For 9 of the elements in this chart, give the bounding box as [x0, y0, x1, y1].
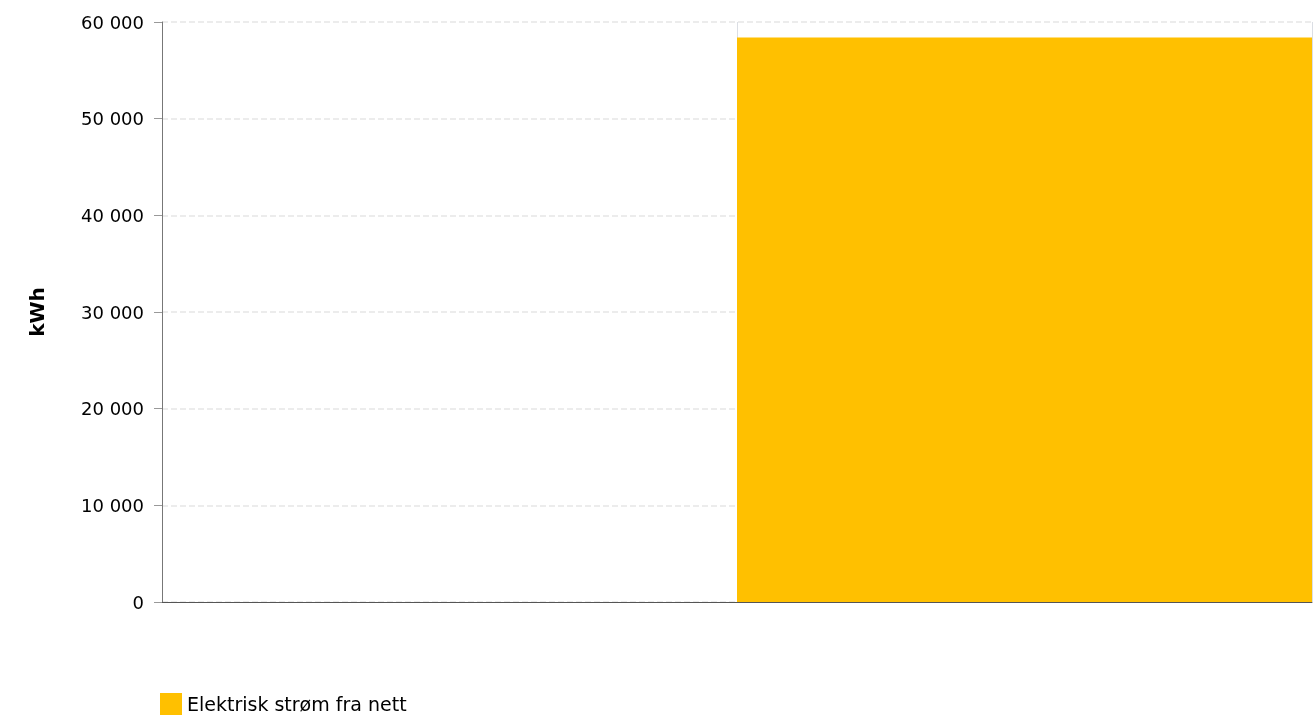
- y-tick-label: 20 000: [81, 398, 144, 420]
- y-tick-label: 40 000: [81, 204, 144, 226]
- y-tick-label: 60 000: [81, 11, 144, 33]
- y-axis-title: kWh: [25, 287, 49, 337]
- y-tick-label: 0: [132, 591, 144, 613]
- y-tick-label: 10 000: [81, 494, 144, 516]
- y-tick-label: 50 000: [81, 108, 144, 130]
- y-tick-label: 30 000: [81, 301, 144, 323]
- legend-label: Elektrisk strøm fra nett: [187, 693, 407, 715]
